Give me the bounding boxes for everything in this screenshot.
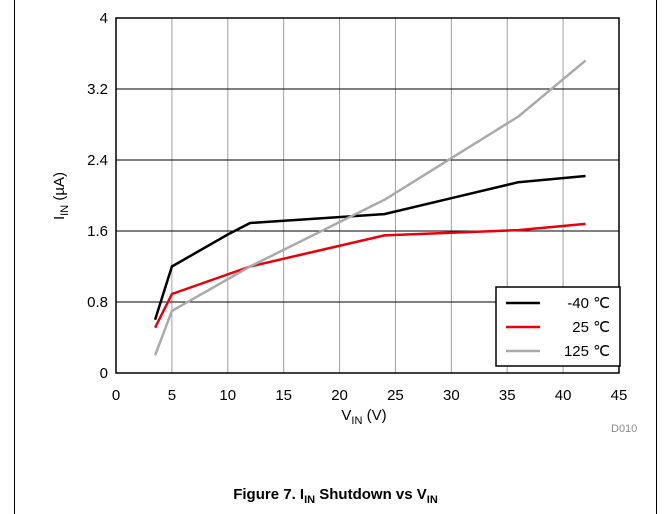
legend-label: -40 ℃ [567,295,610,312]
y-tick-label: 4 [100,10,108,27]
x-tick-label: 0 [112,387,120,404]
legend-label: 25 ℃ [572,319,610,336]
x-tick-label: 35 [499,387,516,404]
x-tick-label: 45 [611,387,628,404]
x-tick-label: 5 [168,387,176,404]
legend-label: 125 ℃ [564,343,610,360]
x-tick-label: 20 [331,387,348,404]
y-tick-label: 0.8 [87,294,108,311]
y-tick-labels: 0 0.8 1.6 2.4 3.2 4 [87,10,108,382]
series-line-1 [153,174,586,321]
y-tick-label: 0 [100,365,108,382]
x-tick-label: 40 [555,387,572,404]
series-line-2 [153,222,586,329]
series-lines [153,59,587,356]
y-tick-label: 1.6 [87,223,108,240]
x-tick-label: 25 [387,387,404,404]
figure-caption: Figure 7. IIN Shutdown vs VIN [233,486,438,506]
legend: -40 ℃ 25 ℃ 125 ℃ [495,286,621,367]
y-axis-title: IIN (µA) [51,172,71,220]
y-tick-label: 2.4 [87,152,108,169]
x-tick-label: 30 [443,387,460,404]
figure-code: D010 [611,423,637,435]
x-tick-labels: 0 5 10 15 20 25 30 35 40 45 [112,387,628,404]
line-chart: 0 5 10 15 20 25 30 35 40 45 0 0.8 1.6 2.4 3.2 4 VIN (V… [51,10,637,435]
y-tick-label: 3.2 [87,81,108,98]
x-tick-label: 10 [219,387,236,404]
series-line-3 [153,59,587,356]
plot-border [115,17,620,374]
x-axis-title: VIN (V) [341,407,386,427]
x-tick-label: 15 [275,387,292,404]
figure-frame [14,0,657,514]
